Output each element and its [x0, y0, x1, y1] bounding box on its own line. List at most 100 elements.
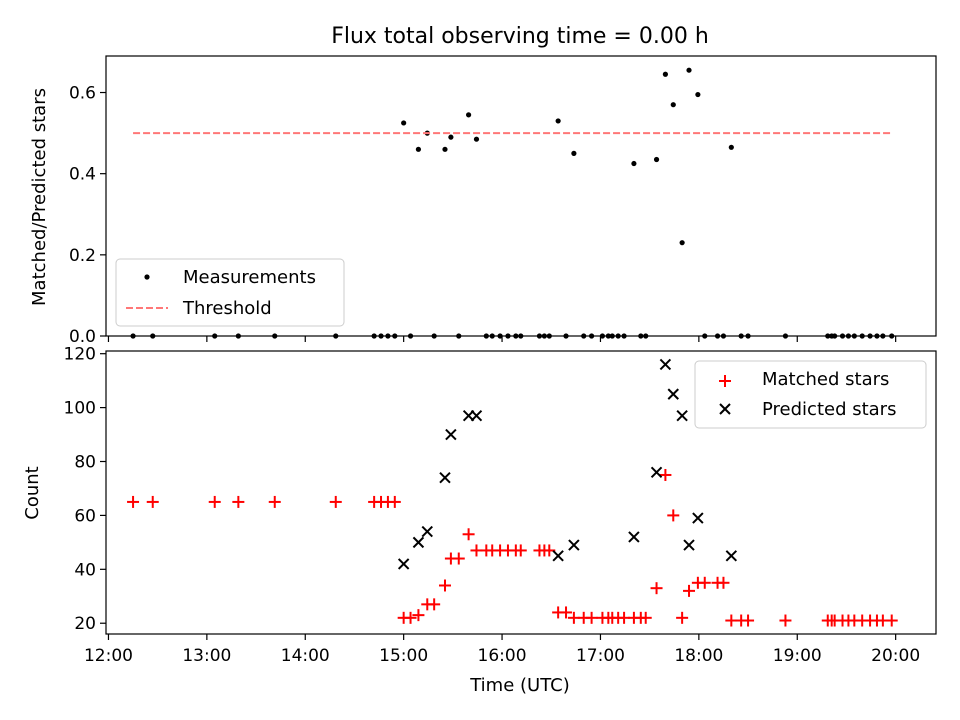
matched-stars-point [683, 584, 696, 597]
count-y-tick-label: 80 [74, 453, 96, 473]
measurement-point [555, 118, 561, 124]
measurement-point [670, 102, 676, 108]
legend-predicted-label: Predicted stars [762, 399, 896, 420]
matched-stars-point [779, 614, 792, 627]
x-tick-label: 20:00 [871, 646, 920, 666]
predicted-stars-point [725, 550, 738, 562]
matched-stars-point [717, 576, 730, 589]
measurement-point [401, 120, 407, 126]
matched-stars-point [232, 495, 245, 508]
matched-stars-point [438, 579, 451, 592]
measurement-point [448, 134, 454, 140]
x-tick-label: 14:00 [281, 646, 330, 666]
legend-predicted-marker [719, 403, 731, 415]
ratio-panel-ticks: 0.0 0.2 0.4 0.6 [69, 84, 897, 347]
ratio-y-tick-label: 0.6 [69, 84, 96, 104]
count-legend-box [694, 360, 927, 429]
chart-title: Flux total observing time = 0.00 h [331, 24, 709, 49]
measurement-point [631, 160, 637, 167]
ratio-y-axis-label: Matched/Predicted stars [29, 88, 50, 306]
predicted-stars-point [421, 525, 433, 538]
matched-stars-point [639, 611, 652, 624]
matched-stars-point [543, 544, 556, 557]
matched-stars-point [208, 495, 221, 508]
matched-stars-point [659, 468, 672, 481]
ratio-panel: Flux total observing time = 0.00 h 0.00.… [29, 24, 937, 347]
x-tick-label: 15:00 [379, 646, 428, 666]
matched-stars-point [676, 611, 689, 624]
matched-stars-point [650, 582, 663, 595]
matched-stars-point [742, 614, 755, 627]
ratio-y-tick-label: 0.4 [69, 165, 96, 185]
ratio-legend-box [115, 258, 345, 327]
predicted-stars-point [552, 550, 564, 562]
x-tick-label: 18:00 [674, 646, 723, 666]
measurement-point [571, 150, 577, 156]
measurement-point [442, 146, 448, 152]
legend-matched-label: Matched stars [762, 369, 889, 390]
x-tick-label: 16:00 [478, 646, 527, 666]
matched-stars-point [698, 576, 711, 589]
matched-stars-point [452, 552, 465, 565]
count-y-tick-label: 120 [64, 345, 96, 365]
predicted-stars-point [470, 409, 483, 422]
matched-stars-point [412, 609, 425, 622]
count-y-tick-label: 40 [74, 560, 96, 580]
measurement-point [728, 144, 734, 150]
count-panel-marks [127, 358, 898, 627]
matched-stars-point [127, 495, 140, 508]
predicted-stars-point [683, 539, 695, 551]
measurement-point [679, 240, 685, 246]
predicted-stars-point [692, 512, 704, 524]
matched-stars-point [268, 495, 281, 508]
ratio-legend: Measurements Threshold [115, 258, 345, 327]
predicted-stars-point [628, 531, 640, 543]
matched-stars-point [404, 611, 417, 624]
predicted-stars-point [397, 558, 410, 570]
count-y-tick-label: 60 [74, 506, 96, 526]
legend-threshold-label: Threshold [182, 298, 272, 319]
predicted-stars-point [667, 388, 679, 400]
x-tick-label: 12:00 [84, 646, 133, 666]
measurement-point [466, 112, 472, 118]
count-y-tick-label: 100 [64, 399, 96, 419]
count-y-tick-label: 20 [74, 614, 96, 634]
x-tick-label: 17:00 [576, 646, 625, 666]
matched-stars-point [146, 495, 159, 508]
predicted-stars-point [439, 471, 451, 484]
count-y-axis-label: Count [22, 466, 43, 519]
legend-measurements-marker [144, 274, 150, 280]
ratio-y-tick-label: 0.0 [69, 327, 96, 347]
predicted-stars-point [568, 539, 580, 551]
matched-stars-point [388, 495, 401, 508]
measurement-point [662, 71, 669, 77]
matched-stars-point [667, 509, 680, 522]
predicted-stars-point [445, 428, 457, 441]
matched-stars-point [560, 606, 573, 619]
count-panel-ticks: 12:00 13:00 14:00 15:00 16:00 17:00 18:00 19:00… [64, 345, 921, 666]
matched-stars-point [329, 495, 342, 508]
predicted-stars-point [412, 536, 425, 549]
matched-stars-point [462, 528, 475, 541]
x-axis-label: Time (UTC) [469, 675, 570, 696]
matched-stars-point [428, 598, 441, 611]
x-tick-label: 19:00 [773, 646, 822, 666]
matched-stars-point [514, 544, 527, 557]
measurement-point [686, 67, 692, 73]
legend-measurements-label: Measurements [183, 267, 316, 288]
count-legend: Matched stars Predicted stars [694, 360, 927, 429]
count-panel-frame [105, 350, 937, 635]
measurement-point [415, 146, 422, 152]
count-panel: 12:00 13:00 14:00 15:00 16:00 17:00 18:00 19:00… [22, 345, 937, 696]
measurement-point [695, 91, 701, 98]
predicted-stars-point [650, 466, 663, 478]
ratio-y-tick-label: 0.2 [69, 246, 96, 266]
matched-stars-point [885, 614, 898, 627]
measurement-point [653, 156, 660, 163]
ratio-panel-frame [105, 55, 937, 337]
predicted-stars-point [676, 409, 688, 422]
predicted-stars-point [659, 358, 672, 371]
x-tick-label: 13:00 [182, 646, 231, 666]
